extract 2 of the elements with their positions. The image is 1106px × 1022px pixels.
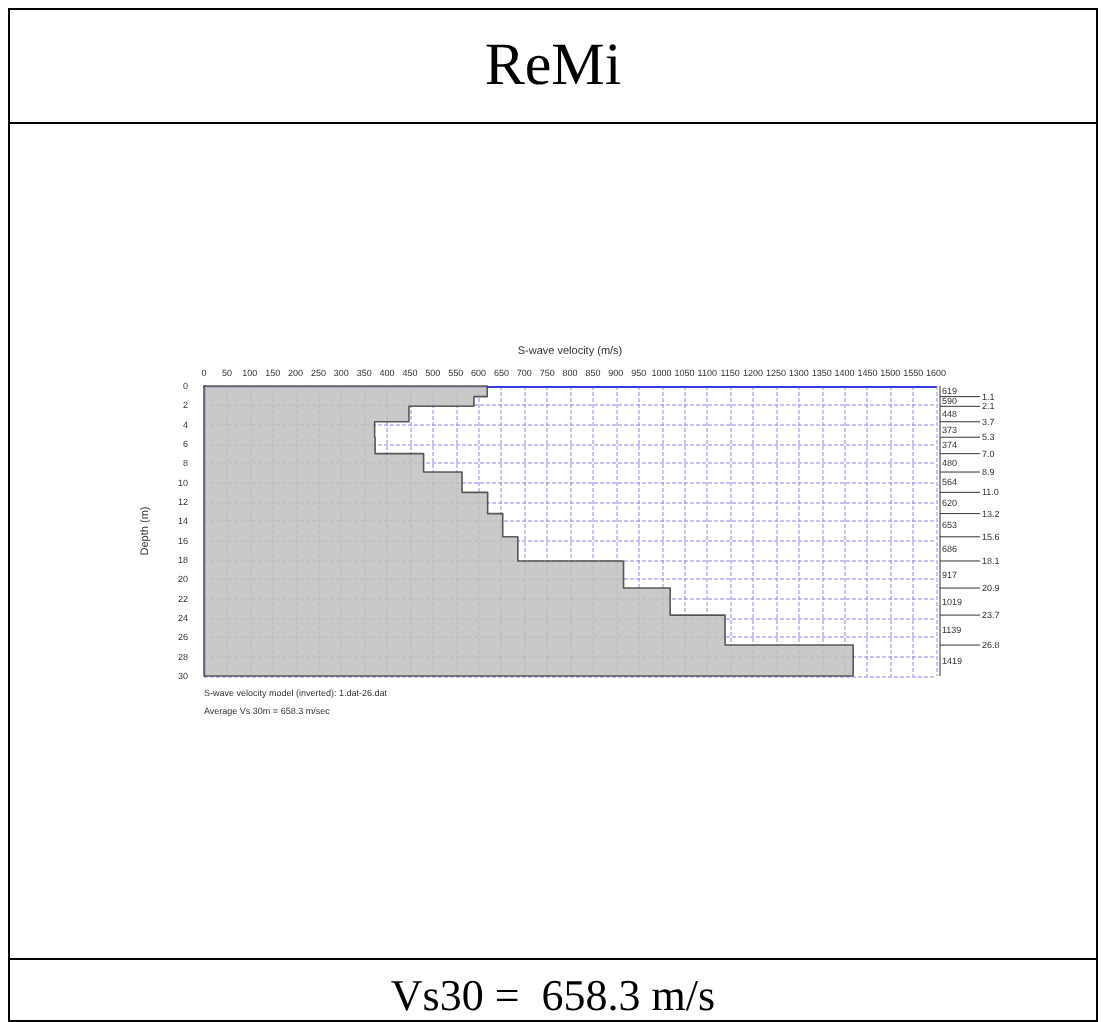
chart-title: ReMi — [10, 10, 1096, 124]
text: Vs30 = 658.3 m/s — [10, 958, 1096, 1020]
